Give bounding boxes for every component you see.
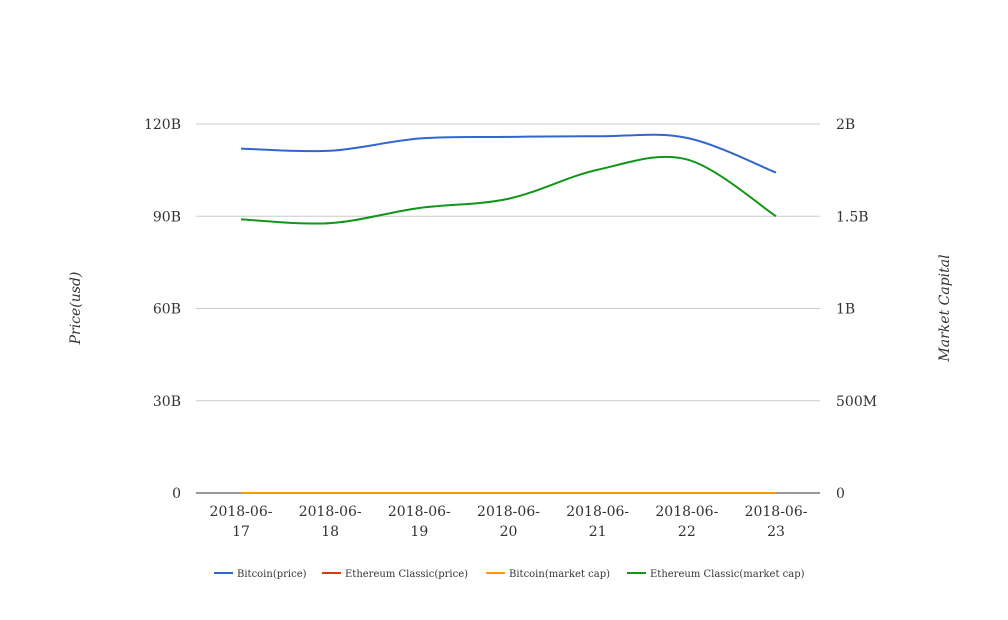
x-tick-label-line: 2018-06- <box>566 504 629 520</box>
legend-item[interactable]: Ethereum Classic(market cap) <box>627 569 805 580</box>
x-tick-label: 2018-06- 23 <box>745 504 808 540</box>
x-tick-label: 2018-06- 22 <box>655 504 718 540</box>
x-tick-label-line: 2018-06- <box>299 504 362 520</box>
x-tick-label: 2018-06- 19 <box>388 504 451 540</box>
x-tick-label-line: 18 <box>321 524 339 540</box>
left-tick-label: 120B <box>144 117 181 133</box>
x-tick-label-line: 20 <box>500 524 518 540</box>
right-tick-label: 500M <box>836 394 877 410</box>
x-tick-label-line: 2018-06- <box>477 504 540 520</box>
x-tick-label-line: 22 <box>678 524 696 540</box>
x-tick-label: 2018-06- 21 <box>566 504 629 540</box>
legend-item[interactable]: Bitcoin(price) <box>214 569 307 580</box>
left-axis-ticks: 0 30B 60B 90B 120B <box>144 117 181 502</box>
left-tick-label: 30B <box>153 394 181 410</box>
series-line-bitcoin-price <box>240 133 777 174</box>
left-tick-label: 90B <box>153 209 181 225</box>
x-tick-label-line: 2018-06- <box>745 504 808 520</box>
x-tick-label: 2018-06- 20 <box>477 504 540 540</box>
left-tick-label: 0 <box>172 486 181 502</box>
x-tick-label-line: 2018-06- <box>210 504 273 520</box>
left-axis-title: Price(usd) <box>68 272 84 346</box>
series-lines <box>240 133 777 495</box>
x-tick-label-line: 21 <box>589 524 607 540</box>
x-axis-ticks: 2018-06-172018-06-182018-06-192018-06-20… <box>210 504 808 540</box>
legend-label: Ethereum Classic(market cap) <box>650 569 805 580</box>
x-tick-label: 2018-06- 18 <box>299 504 362 540</box>
x-tick-label-line: 2018-06- <box>655 504 718 520</box>
series-line-ethereum-classic-market-cap <box>240 155 777 225</box>
x-tick-label-line: 19 <box>410 524 428 540</box>
legend-label: Bitcoin(price) <box>237 569 307 580</box>
x-tick-label-line: 2018-06- <box>388 504 451 520</box>
right-tick-label: 1B <box>836 302 855 318</box>
legend-item[interactable]: Ethereum Classic(price) <box>322 569 468 580</box>
left-tick-label: 60B <box>153 302 181 318</box>
x-tick-label: 2018-06- 17 <box>210 504 273 540</box>
legend: Bitcoin(price) Ethereum Classic(price) Bit… <box>214 569 805 580</box>
legend-label: Ethereum Classic(price) <box>345 569 468 580</box>
right-axis-title: Market Capital <box>937 254 953 362</box>
right-tick-label: 0 <box>836 486 845 502</box>
right-tick-label: 2B <box>836 117 855 133</box>
x-tick-label-line: 17 <box>232 524 250 540</box>
legend-label: Bitcoin(market cap) <box>509 569 610 580</box>
right-tick-label: 1.5B <box>836 209 869 225</box>
right-axis-ticks: 0 500M 1B 1.5B 2B <box>836 117 877 502</box>
x-tick-label-line: 23 <box>767 524 785 540</box>
legend-item[interactable]: Bitcoin(market cap) <box>486 569 610 580</box>
